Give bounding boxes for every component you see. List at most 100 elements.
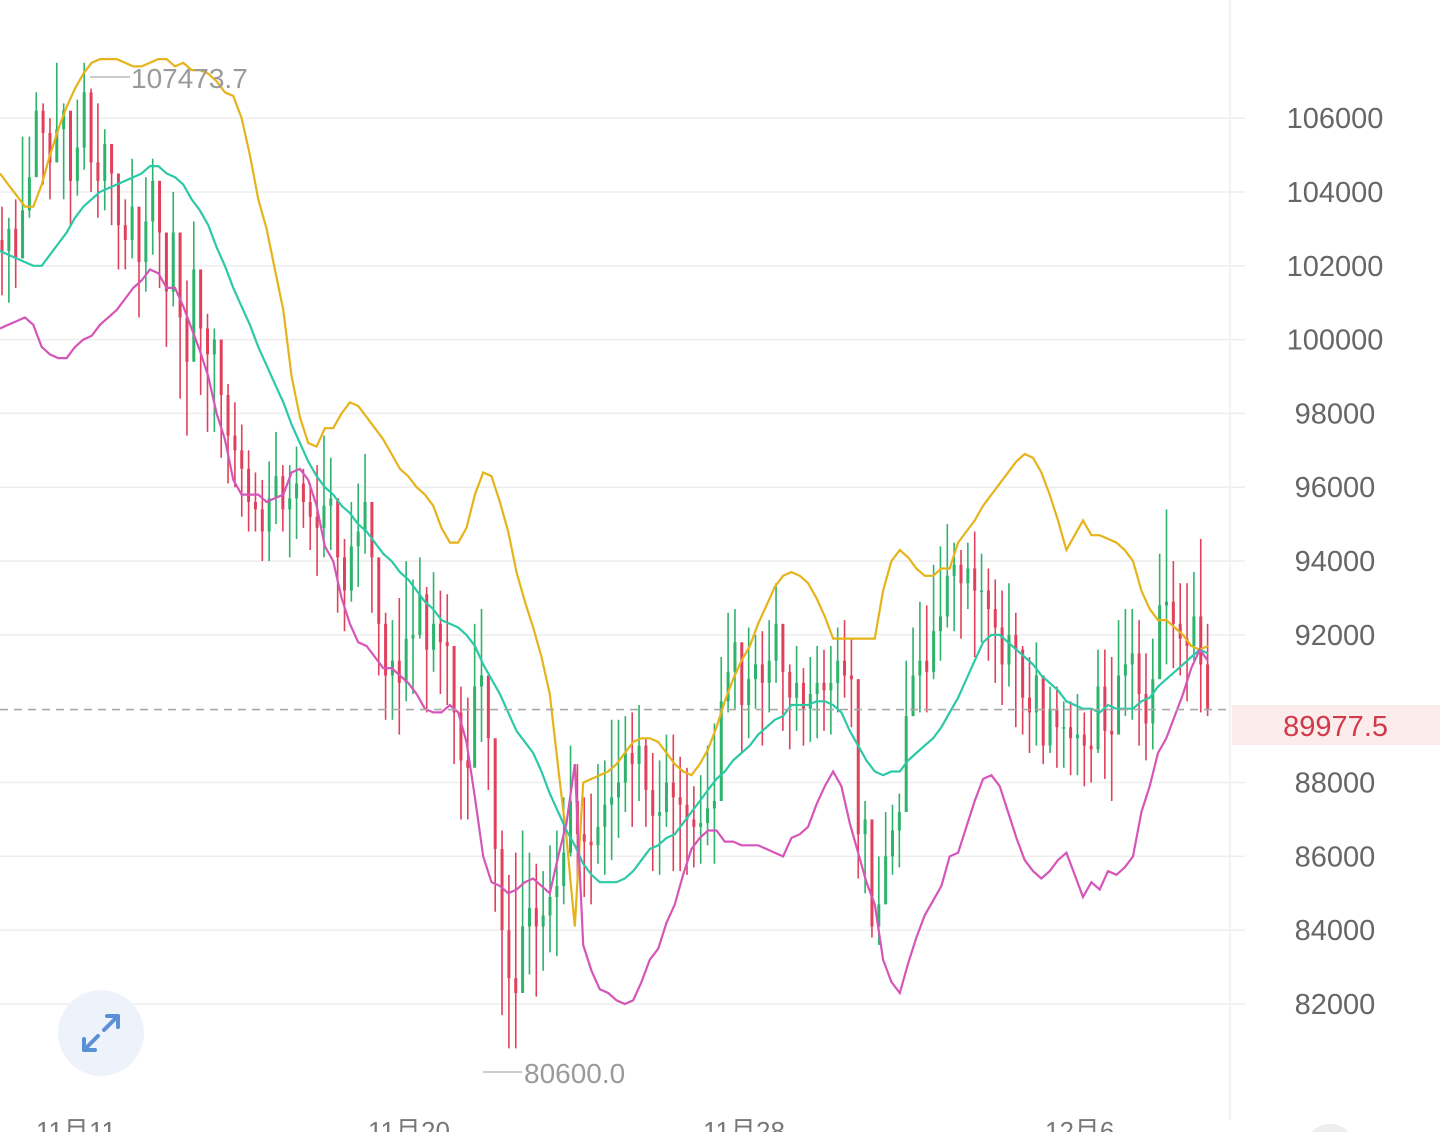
candle-body bbox=[96, 162, 100, 181]
candle-body bbox=[884, 856, 888, 905]
grid-lines bbox=[0, 117, 1245, 1005]
candle-body bbox=[712, 801, 716, 809]
candle-body bbox=[1137, 653, 1141, 694]
high-marker-label: 107473.7 bbox=[131, 63, 248, 94]
y-tick-label: 100000 bbox=[1287, 325, 1384, 357]
candle-body bbox=[706, 808, 710, 824]
candle-body bbox=[795, 682, 799, 698]
x-tick-3: 11月28 bbox=[703, 1116, 785, 1132]
candle-body bbox=[110, 143, 114, 174]
candle-body bbox=[1089, 745, 1093, 750]
candle-body bbox=[130, 206, 134, 240]
candle-body bbox=[836, 660, 840, 683]
candle-body bbox=[932, 631, 936, 672]
candle-body bbox=[377, 557, 381, 624]
candle-body bbox=[14, 228, 18, 259]
candle-body bbox=[329, 498, 333, 506]
candle-body bbox=[521, 926, 525, 993]
candle-body bbox=[658, 812, 662, 816]
candle-body bbox=[726, 671, 730, 702]
candle-body bbox=[1075, 734, 1079, 739]
expand-button[interactable] bbox=[58, 990, 144, 1076]
candle-body bbox=[644, 745, 648, 790]
candle-body bbox=[589, 841, 593, 846]
candle-body bbox=[336, 498, 340, 558]
candle-body bbox=[507, 930, 511, 979]
candle-body bbox=[692, 819, 696, 827]
candle-body bbox=[480, 675, 483, 687]
candle-body bbox=[1048, 708, 1052, 746]
extreme-markers: 107473.7 80600.0 bbox=[90, 63, 625, 1089]
candle-body bbox=[1151, 679, 1155, 724]
candle-body bbox=[541, 915, 545, 927]
y-tick-label: 98000 bbox=[1295, 398, 1376, 430]
upper-band-line bbox=[0, 57, 1209, 927]
candle-body bbox=[822, 682, 826, 691]
candle-body bbox=[603, 804, 607, 827]
x-tick-2: 11月20 bbox=[368, 1116, 450, 1132]
candle-body bbox=[651, 789, 655, 816]
candle-body bbox=[1192, 616, 1196, 646]
candle-body bbox=[1110, 730, 1114, 735]
candle-body bbox=[1165, 601, 1168, 606]
candle-body bbox=[486, 675, 490, 739]
candle-body bbox=[116, 173, 120, 226]
scroll-indicator[interactable] bbox=[1304, 1124, 1356, 1132]
candle-body bbox=[617, 782, 620, 798]
candle-body bbox=[322, 505, 326, 528]
candle-body bbox=[226, 394, 230, 436]
candle-body bbox=[295, 483, 299, 499]
y-tick-label: 82000 bbox=[1295, 989, 1376, 1021]
candle-body bbox=[1158, 605, 1162, 680]
candle-body bbox=[1028, 697, 1031, 713]
candle-body bbox=[123, 225, 127, 240]
candle-body bbox=[7, 228, 11, 252]
candle-body bbox=[938, 616, 942, 632]
candle-body bbox=[754, 664, 757, 680]
candle-body bbox=[144, 221, 148, 263]
candle-body bbox=[801, 682, 805, 709]
candle-body bbox=[103, 143, 107, 181]
candle-body bbox=[808, 693, 812, 709]
candle-body bbox=[404, 638, 408, 683]
candle-body bbox=[301, 483, 305, 503]
candle-body bbox=[952, 564, 956, 576]
candle-body bbox=[781, 623, 785, 672]
candle-body bbox=[288, 498, 292, 510]
candle-body bbox=[267, 498, 271, 532]
candle-body bbox=[959, 564, 963, 584]
candle-body bbox=[856, 679, 860, 835]
x-axis-labels: 11月11 11月20 11月28 12月6 bbox=[36, 1116, 1114, 1132]
candle-body bbox=[356, 531, 360, 547]
candle-body bbox=[62, 110, 66, 130]
candle-body bbox=[767, 660, 771, 683]
candle-body bbox=[671, 782, 675, 798]
candle-body bbox=[733, 642, 737, 672]
candle-body bbox=[699, 823, 703, 827]
candle-body bbox=[1021, 649, 1025, 698]
candle-body bbox=[678, 797, 682, 805]
candle-body bbox=[870, 819, 874, 927]
candle-body bbox=[1199, 616, 1203, 665]
candle-body bbox=[562, 852, 566, 886]
candle-body bbox=[164, 232, 168, 292]
candle-body bbox=[596, 826, 600, 846]
candle-body bbox=[925, 660, 929, 672]
candle-body bbox=[21, 210, 25, 259]
candle-body bbox=[849, 675, 853, 680]
candle-body bbox=[185, 317, 189, 362]
candle-body bbox=[1130, 653, 1134, 665]
candle-body bbox=[973, 568, 977, 591]
current-price-tag-bg bbox=[1232, 705, 1440, 745]
candle-body bbox=[171, 232, 175, 292]
candle-body bbox=[966, 568, 970, 584]
candle-body bbox=[582, 834, 586, 842]
y-tick-label: 86000 bbox=[1295, 841, 1376, 873]
candle-body bbox=[1007, 634, 1011, 665]
candle-body bbox=[452, 645, 456, 713]
y-tick-label: 96000 bbox=[1295, 472, 1376, 504]
candle-body bbox=[219, 339, 223, 395]
candle-body bbox=[1082, 734, 1086, 746]
y-tick-label: 92000 bbox=[1295, 620, 1376, 652]
